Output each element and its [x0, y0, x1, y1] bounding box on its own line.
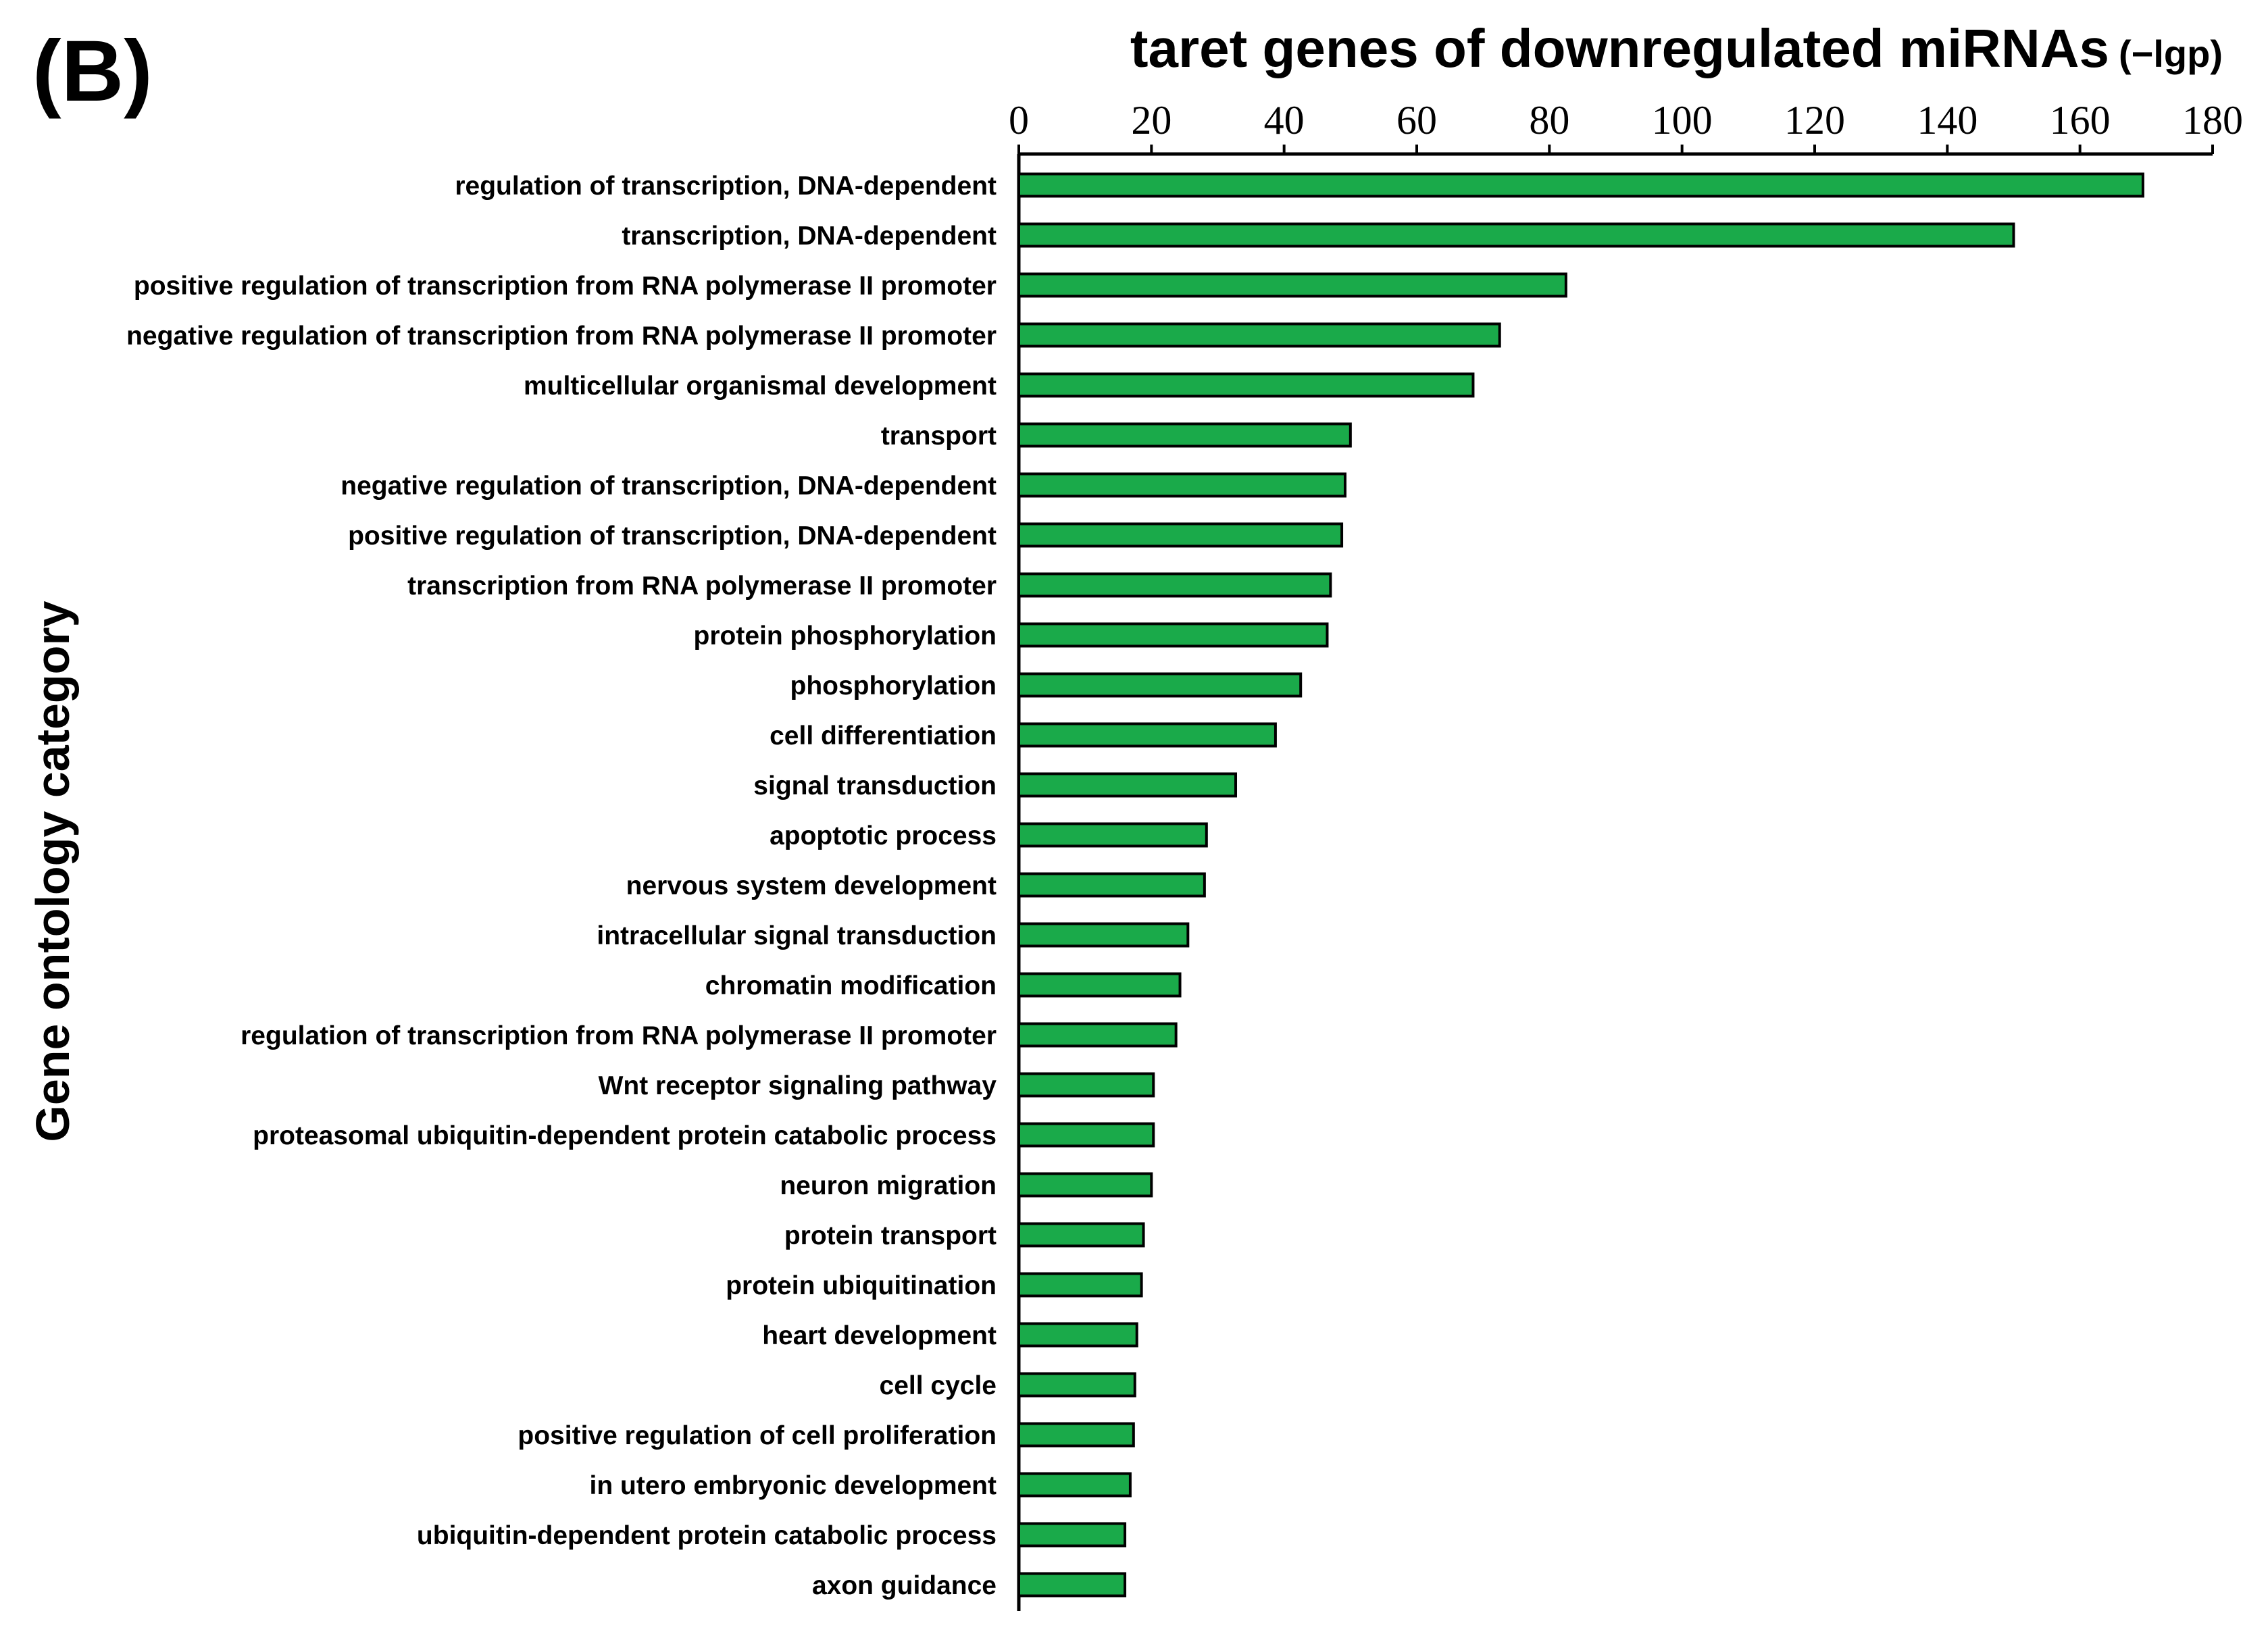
- category-label: regulation of transcription from RNA pol…: [241, 1021, 997, 1050]
- bar: [1017, 1222, 1145, 1248]
- x-tick-label: 20: [1131, 98, 1171, 143]
- category-label: positive regulation of cell proliferatio…: [518, 1421, 997, 1450]
- category-label: cell cycle: [880, 1371, 997, 1400]
- category-label: multicellular organismal development: [524, 372, 997, 401]
- bar: [1017, 1472, 1132, 1498]
- bar: [1017, 972, 1182, 998]
- bar: [1017, 872, 1206, 898]
- x-tick-label: 0: [1009, 98, 1029, 143]
- category-label: signal transduction: [753, 771, 997, 800]
- category-label: protein ubiquitination: [726, 1271, 997, 1300]
- bar: [1017, 772, 1238, 798]
- category-label: transcription from RNA polymerase II pro…: [407, 571, 997, 601]
- category-label: intracellular signal transduction: [597, 921, 997, 950]
- category-label: Wnt receptor signaling pathway: [599, 1071, 997, 1100]
- category-label: negative regulation of transcription fro…: [126, 322, 997, 351]
- chart-title: taret genes of downregulated miRNAs (−lgp…: [1130, 22, 2223, 76]
- category-label: chromatin modification: [705, 971, 997, 1000]
- category-label: phosphorylation: [790, 671, 997, 700]
- category-label: nervous system development: [626, 871, 997, 900]
- bar: [1017, 672, 1303, 698]
- category-label: transcription, DNA-dependent: [622, 222, 997, 251]
- category-label: negative regulation of transcription, DN…: [341, 471, 997, 501]
- bar: [1017, 1022, 1178, 1048]
- category-label: cell differentiation: [770, 721, 997, 750]
- bar: [1017, 922, 1190, 948]
- bar: [1017, 1372, 1136, 1398]
- x-tick-label: 180: [2182, 98, 2243, 143]
- bar: [1017, 1122, 1155, 1148]
- bar: [1017, 322, 1501, 348]
- bar: [1017, 1172, 1153, 1198]
- bar: [1017, 172, 2144, 198]
- x-tick-label: 140: [1917, 98, 1977, 143]
- bar: [1017, 722, 1277, 748]
- x-tick-label: 80: [1529, 98, 1569, 143]
- x-tick-label: 160: [2050, 98, 2111, 143]
- bar: [1017, 1522, 1127, 1548]
- bar: [1017, 272, 1567, 298]
- bar: [1017, 1572, 1127, 1598]
- category-label: protein transport: [784, 1221, 997, 1250]
- bar: [1017, 822, 1208, 848]
- bar: [1017, 1072, 1155, 1098]
- category-label: heart development: [762, 1321, 997, 1350]
- bar: [1017, 472, 1346, 498]
- bar: [1017, 222, 2015, 248]
- category-label: apoptotic process: [770, 821, 997, 850]
- chart-title-unit: (−lgp): [2119, 32, 2223, 75]
- category-label: regulation of transcription, DNA-depende…: [455, 172, 997, 201]
- x-tick-label: 100: [1652, 98, 1713, 143]
- category-label: protein phosphorylation: [694, 621, 997, 650]
- chart-title-text: taret genes of downregulated miRNAs: [1130, 18, 2110, 78]
- category-label: positive regulation of transcription fro…: [134, 272, 997, 301]
- bar: [1017, 1422, 1135, 1448]
- category-label: ubiquitin-dependent protein catabolic pr…: [417, 1521, 997, 1550]
- category-label: positive regulation of transcription, DN…: [348, 521, 997, 551]
- bar: [1017, 1272, 1143, 1298]
- x-tick-label: 120: [1784, 98, 1845, 143]
- category-label: axon guidance: [812, 1571, 997, 1600]
- x-tick-label: 60: [1396, 98, 1437, 143]
- category-label: in utero embryonic development: [590, 1471, 997, 1500]
- x-tick-label: 40: [1264, 98, 1305, 143]
- panel-label: (B): [32, 23, 153, 120]
- category-label: neuron migration: [780, 1171, 997, 1200]
- bar: [1017, 422, 1352, 448]
- bar: [1017, 372, 1475, 398]
- bar: [1017, 522, 1344, 548]
- category-label: proteasomal ubiquitin-dependent protein …: [253, 1121, 997, 1150]
- bar: [1017, 1322, 1138, 1348]
- bar: [1017, 622, 1329, 648]
- bar: [1017, 572, 1332, 598]
- category-label: transport: [881, 422, 997, 451]
